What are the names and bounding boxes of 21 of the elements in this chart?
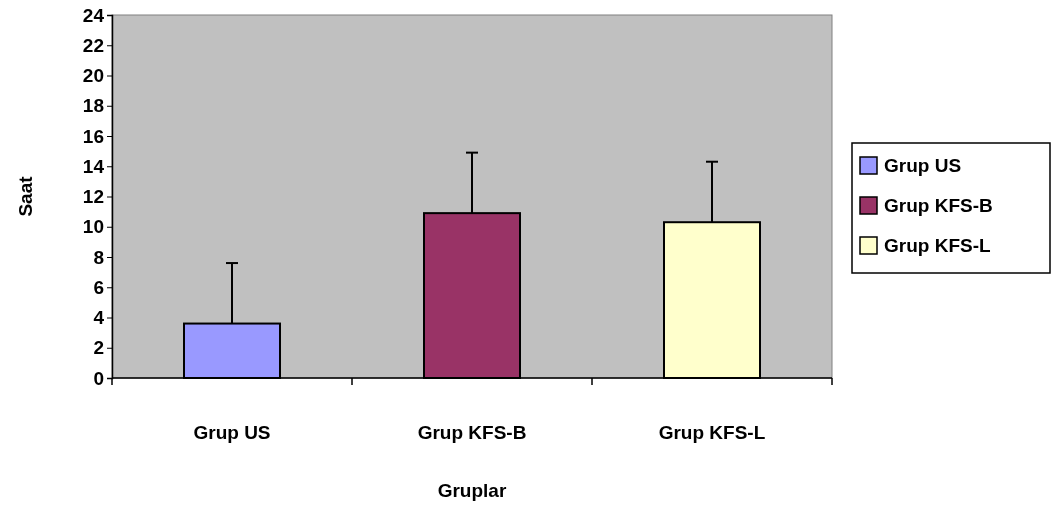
y-tick-label: 4 <box>93 307 105 329</box>
y-tick-label: 0 <box>93 367 104 389</box>
x-axis-title: Gruplar <box>437 480 507 501</box>
y-tick-label: 22 <box>82 34 104 56</box>
y-tick-label: 18 <box>82 95 104 117</box>
y-tick-label: 10 <box>82 216 104 238</box>
y-tick-label: 6 <box>93 276 104 298</box>
y-axis-title: Saat <box>15 175 36 217</box>
legend-label: Grup KFS-L <box>884 235 991 256</box>
y-tick-label: 20 <box>82 65 104 87</box>
y-tick-label: 16 <box>82 125 104 147</box>
legend-label: Grup KFS-B <box>884 195 993 216</box>
y-tick-label: 24 <box>82 4 105 26</box>
y-tick-label: 12 <box>82 186 104 208</box>
x-tick-label: Grup KFS-B <box>417 422 527 443</box>
y-tick-label: 8 <box>93 246 104 268</box>
y-tick-label: 14 <box>82 155 105 177</box>
y-tick-label: 2 <box>93 337 104 359</box>
x-tick-label: Grup KFS-L <box>658 422 766 443</box>
x-tick-label: Grup US <box>193 422 271 443</box>
legend-label: Grup US <box>884 155 962 176</box>
